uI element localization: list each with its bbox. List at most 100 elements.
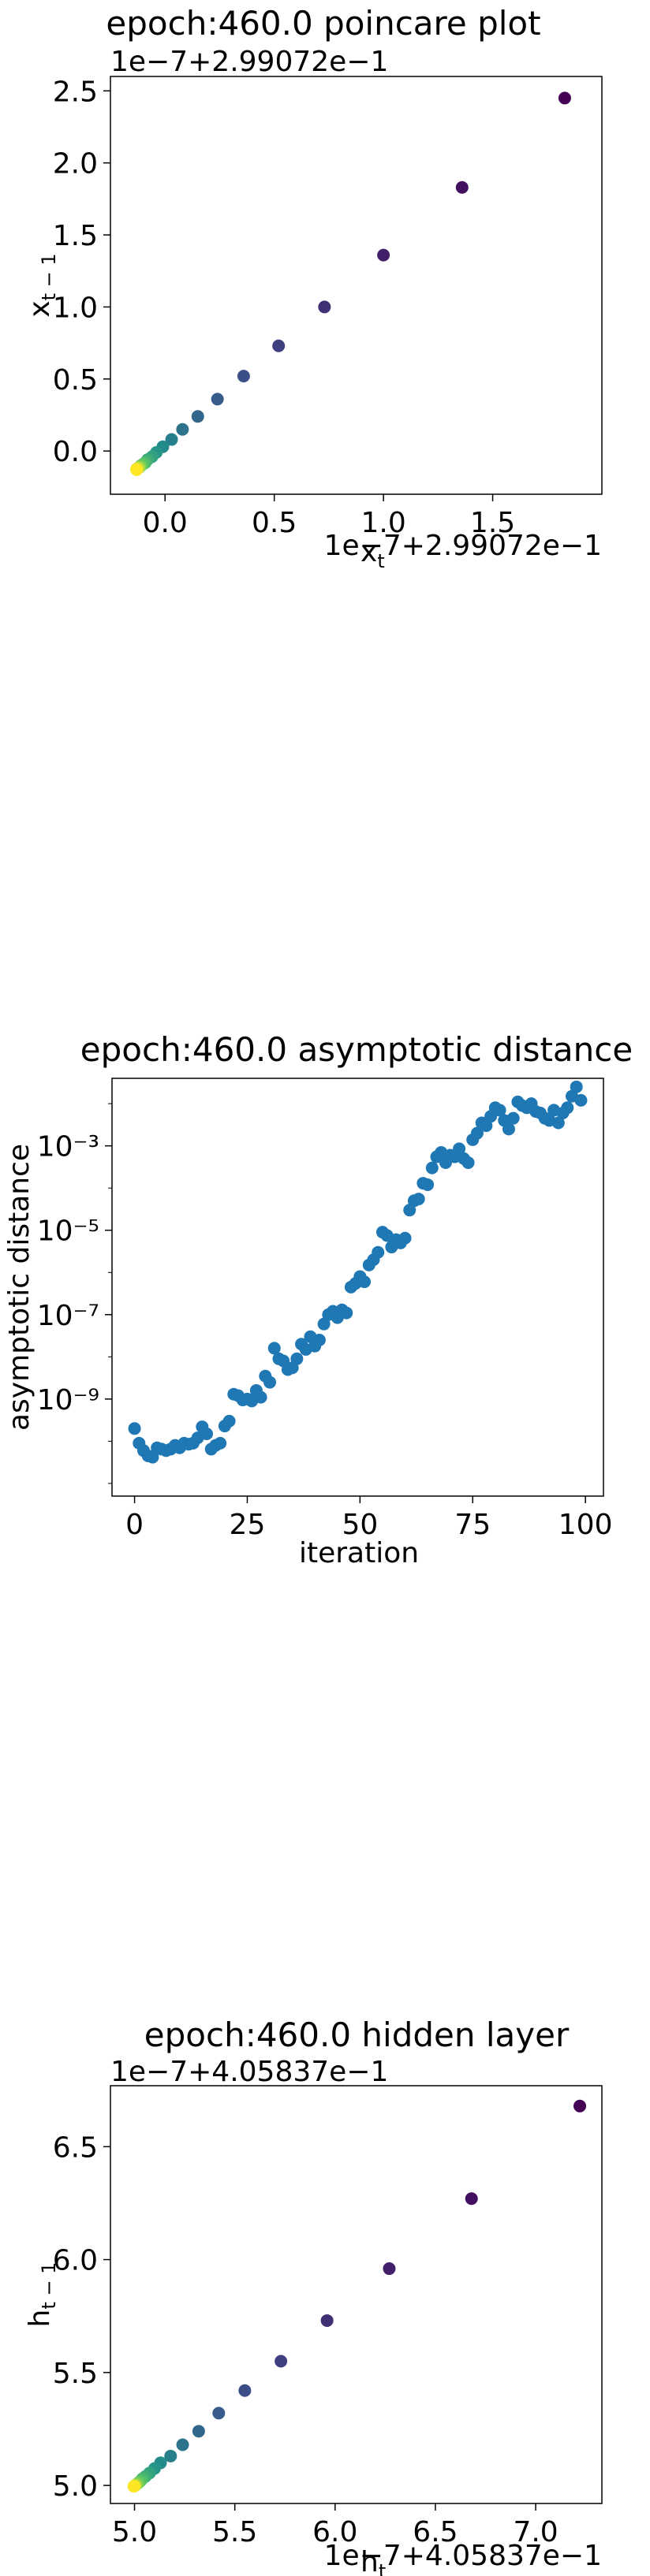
data-point: [506, 1111, 520, 1125]
chart-title: epoch:460.0 hidden layer: [144, 2016, 570, 2054]
y-axis-ticks: 5.0 5.5 6.0 6.5: [53, 2131, 110, 2503]
data-point: [570, 1080, 583, 1093]
y-axis-label: asymptotic distance: [3, 1144, 35, 1431]
data-point: [238, 2384, 252, 2397]
data-point: [212, 2407, 226, 2420]
data-point: [130, 463, 144, 476]
asymptotic-distance-chart: epoch:460.0 asymptotic distance 0 25 50 75 1…: [3, 1030, 633, 1569]
data-point: [561, 1101, 574, 1115]
x-tick-label: 1.5: [470, 507, 515, 539]
y-offset-text: 1e−7+4.05837e−1: [110, 2056, 388, 2088]
x-tick-label: 0.5: [252, 507, 297, 539]
x-tick-label: 5.5: [212, 2516, 257, 2548]
data-points: [130, 91, 571, 476]
y-tick-label: 6.0: [53, 2245, 98, 2277]
data-point: [191, 410, 204, 423]
x-tick-label: 7.0: [513, 2516, 558, 2548]
y-axis-label: ht − 1: [24, 2262, 60, 2328]
x-tick-label: 0.0: [143, 507, 188, 539]
y-tick-label: 10⁻³: [37, 1131, 99, 1163]
y-tick-label: 1.0: [53, 292, 98, 324]
data-point: [421, 1178, 435, 1191]
chart-title: epoch:460.0 poincare plot: [106, 4, 540, 43]
x-offset-text: 1e−7+4.05837e−1: [324, 2540, 602, 2572]
x-tick-label: 100: [558, 1509, 613, 1541]
data-point: [320, 2314, 334, 2327]
data-point: [254, 1390, 267, 1404]
data-point: [211, 393, 224, 406]
data-point: [290, 1352, 304, 1365]
plot-area: 0 25 50 75 100 10⁻⁹ 10⁻⁷ 10⁻⁵ 10⁻³: [37, 1078, 613, 1541]
data-points: [127, 2099, 587, 2493]
data-point: [461, 1156, 475, 1169]
data-point: [146, 1450, 159, 1464]
plot-frame: [110, 2085, 603, 2504]
x-tick-label: 75: [454, 1509, 491, 1541]
x-tick-label: 1.0: [360, 507, 405, 539]
data-point: [383, 2262, 396, 2276]
plot-area: 5.0 5.5 6.0 6.5 7.0 5.0 5.5 6.0 6.5: [53, 2085, 603, 2548]
y-tick-label: 10⁻⁵: [37, 1215, 99, 1248]
x-tick-label: 5.0: [112, 2516, 157, 2548]
x-tick-label: 50: [342, 1509, 378, 1541]
data-point: [192, 2425, 205, 2438]
data-point: [403, 1204, 417, 1217]
data-point: [127, 2480, 140, 2493]
data-point: [176, 2438, 189, 2451]
data-point: [200, 1427, 214, 1440]
x-axis-ticks: 0.0 0.5 1.0 1.5: [143, 494, 515, 539]
data-point: [551, 1116, 565, 1130]
chart-title: epoch:460.0 asymptotic distance: [80, 1030, 633, 1069]
data-point: [558, 91, 571, 105]
poincare-plot-chart: epoch:460.0 poincare plot 1e−7+2.99072e−…: [24, 4, 603, 572]
data-point: [164, 2449, 177, 2462]
data-point: [377, 248, 390, 262]
data-point: [455, 181, 469, 194]
data-point: [453, 1142, 466, 1156]
hidden-layer-chart: epoch:460.0 hidden layer 1e−7+4.05837e−1…: [24, 2016, 603, 2576]
data-point: [312, 1334, 326, 1347]
y-tick-label: 0.0: [53, 436, 98, 468]
data-point: [263, 1375, 277, 1389]
x-tick-label: 6.0: [312, 2516, 357, 2548]
data-point: [470, 1126, 484, 1140]
y-axis-ticks: 0.0 0.5 1.0 1.5 2.0 2.5: [53, 76, 110, 468]
y-tick-label: 6.5: [53, 2131, 98, 2164]
y-offset-text: 1e−7+2.99072e−1: [110, 46, 388, 78]
data-point: [272, 339, 286, 352]
y-tick-label: 10⁻⁹: [37, 1384, 99, 1416]
x-tick-label: 6.5: [413, 2516, 458, 2548]
data-point: [412, 1193, 425, 1206]
y-tick-label: 10⁻⁷: [37, 1300, 99, 1332]
data-point: [237, 370, 250, 383]
data-point: [573, 2099, 587, 2113]
y-tick-label: 5.5: [53, 2358, 98, 2390]
data-points: [128, 1080, 588, 1464]
data-point: [574, 1093, 588, 1107]
y-tick-label: 2.0: [53, 148, 98, 181]
data-point: [398, 1231, 412, 1245]
x-axis-label: iteration: [299, 1537, 419, 1569]
data-point: [317, 1317, 331, 1331]
y-axis-label: xt − 1: [24, 253, 60, 317]
data-point: [372, 1245, 385, 1259]
data-point: [493, 1104, 506, 1117]
data-point: [214, 1436, 227, 1450]
x-offset-text: 1e−7+2.99072e−1: [324, 530, 602, 562]
plot-frame: [110, 76, 603, 495]
data-point: [318, 300, 331, 314]
y-tick-label: 1.5: [53, 220, 98, 252]
data-point: [222, 1414, 236, 1428]
plot-frame: [111, 1078, 604, 1497]
x-axis-label: ht: [360, 2546, 386, 2576]
y-tick-label: 0.5: [53, 364, 98, 396]
data-point: [267, 1342, 281, 1355]
data-point: [340, 1306, 353, 1320]
data-point: [176, 423, 189, 436]
x-tick-label: 0: [125, 1509, 144, 1541]
data-point: [425, 1161, 439, 1174]
data-point: [465, 2192, 478, 2206]
y-axis-ticks: 10⁻⁹ 10⁻⁷ 10⁻⁵ 10⁻³: [37, 1103, 112, 1484]
data-point: [165, 433, 178, 446]
y-tick-label: 2.5: [53, 76, 98, 108]
